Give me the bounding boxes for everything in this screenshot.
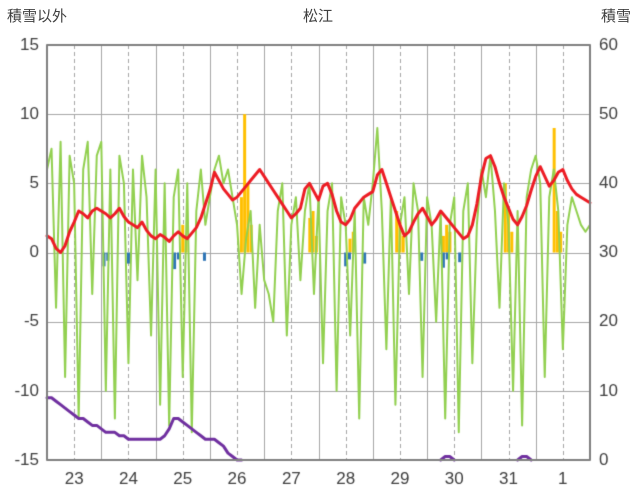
chart-title: 松江 xyxy=(302,8,333,25)
chart-header: 積雪以外 松江 積雪 xyxy=(0,6,636,28)
right-axis-title: 積雪 xyxy=(600,8,631,25)
left-axis-title: 積雪以外 xyxy=(7,8,68,25)
